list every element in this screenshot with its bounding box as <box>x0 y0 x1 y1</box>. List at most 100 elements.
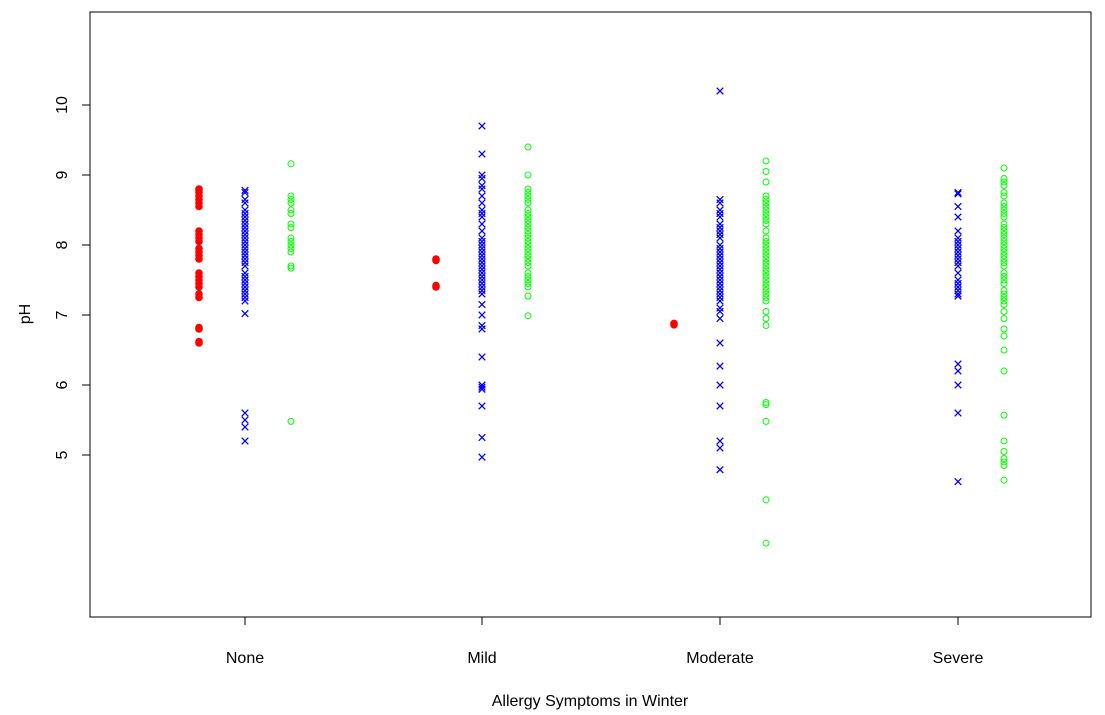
data-point-open-circle <box>762 241 770 249</box>
data-point-x <box>954 241 962 249</box>
data-point-x <box>716 279 724 288</box>
data-point-x <box>478 234 486 242</box>
data-point-open-circle <box>762 196 770 203</box>
data-point-x <box>716 381 724 389</box>
data-point-open-circle <box>524 192 532 200</box>
data-point-x <box>241 416 249 424</box>
data-point-x <box>241 237 249 246</box>
data-point-open-circle <box>762 496 770 504</box>
data-point-x <box>478 241 486 249</box>
data-point-x <box>241 272 249 281</box>
data-point-x <box>241 279 249 288</box>
data-point-x <box>716 265 724 274</box>
data-point-x <box>716 223 724 232</box>
data-point-x <box>241 293 249 302</box>
data-point-x <box>478 433 486 442</box>
data-point-open-circle <box>1000 210 1008 217</box>
data-point-open-circle <box>1000 213 1008 221</box>
data-point-open-circle <box>762 290 770 298</box>
data-point-x <box>241 258 249 267</box>
data-point-open-circle <box>287 245 295 252</box>
data-point-open-circle <box>1000 437 1008 445</box>
data-point-open-circle <box>1000 234 1008 242</box>
data-point-x <box>716 209 724 218</box>
data-point-x <box>241 216 249 225</box>
data-point-x <box>241 213 249 221</box>
data-point-open-circle <box>1000 455 1008 462</box>
data-point-open-circle <box>524 217 532 224</box>
data-point-x <box>716 314 724 323</box>
data-point-filled-circle <box>670 320 678 329</box>
data-point-open-circle <box>762 266 770 273</box>
data-point-x <box>954 255 962 263</box>
data-point-x <box>478 269 486 277</box>
data-point-x <box>954 190 962 198</box>
data-point-open-circle <box>524 189 532 196</box>
data-point-open-circle <box>762 192 770 200</box>
data-point-x <box>478 290 486 298</box>
data-point-x <box>716 283 724 291</box>
data-point-x <box>241 241 249 249</box>
data-point-open-circle <box>524 262 532 270</box>
data-point-x <box>716 241 724 249</box>
data-point-open-circle <box>1000 252 1008 259</box>
data-point-x <box>478 185 486 193</box>
data-point-open-circle <box>1000 189 1008 196</box>
data-point-filled-circle <box>195 293 203 302</box>
data-point-x <box>716 437 724 445</box>
data-point-open-circle <box>1000 290 1008 298</box>
data-point-open-circle <box>762 262 770 270</box>
data-point-open-circle <box>524 276 532 284</box>
data-point-open-circle <box>1000 220 1008 228</box>
data-point-x <box>241 244 249 253</box>
data-point-open-circle <box>1000 476 1008 484</box>
data-point-filled-circle <box>432 283 440 291</box>
data-point-filled-circle <box>195 339 203 347</box>
data-point-x <box>478 385 486 393</box>
data-point-open-circle <box>524 280 532 287</box>
data-point-open-circle <box>524 224 532 231</box>
data-point-open-circle <box>524 312 532 320</box>
data-point-x <box>716 362 724 370</box>
data-point-x <box>716 258 724 267</box>
data-point-open-circle <box>1000 297 1008 305</box>
data-point-x <box>478 353 486 361</box>
data-point-x <box>954 381 962 389</box>
data-point-x <box>954 188 962 197</box>
data-point-x <box>478 321 486 330</box>
data-point-x <box>716 269 724 277</box>
data-point-x <box>954 409 962 417</box>
data-point-open-circle <box>524 206 532 214</box>
data-point-x <box>241 227 249 235</box>
data-point-open-circle <box>762 213 770 221</box>
data-point-open-circle <box>1000 287 1008 294</box>
data-point-x <box>478 209 486 218</box>
data-point-x <box>716 272 724 281</box>
data-point-x <box>241 309 249 318</box>
y-tick-label: 5 <box>54 450 71 459</box>
data-point-x <box>716 304 724 312</box>
data-point-filled-circle <box>195 255 203 263</box>
x-tick-label: Moderate <box>686 650 754 667</box>
data-point-x <box>241 255 249 263</box>
data-point-open-circle <box>524 234 532 242</box>
data-point-x <box>716 262 724 270</box>
data-point-open-circle <box>524 245 532 252</box>
data-point-open-circle <box>762 252 770 259</box>
data-point-x <box>716 276 724 284</box>
y-axis-title: pH <box>17 304 34 324</box>
data-point-filled-circle <box>195 202 203 211</box>
data-point-x <box>478 192 486 200</box>
data-point-x <box>478 213 486 221</box>
data-point-open-circle <box>762 227 770 235</box>
data-point-open-circle <box>1000 178 1008 186</box>
data-point-x <box>716 286 724 295</box>
data-point-x <box>716 206 724 214</box>
x-axis-title: Allergy Symptoms in Winter <box>492 693 689 710</box>
data-point-x <box>478 383 486 391</box>
data-point-x <box>478 199 486 207</box>
data-point-open-circle <box>287 220 295 228</box>
data-point-x <box>954 367 962 375</box>
y-tick-label: 9 <box>54 170 71 179</box>
data-point-x <box>478 265 486 274</box>
